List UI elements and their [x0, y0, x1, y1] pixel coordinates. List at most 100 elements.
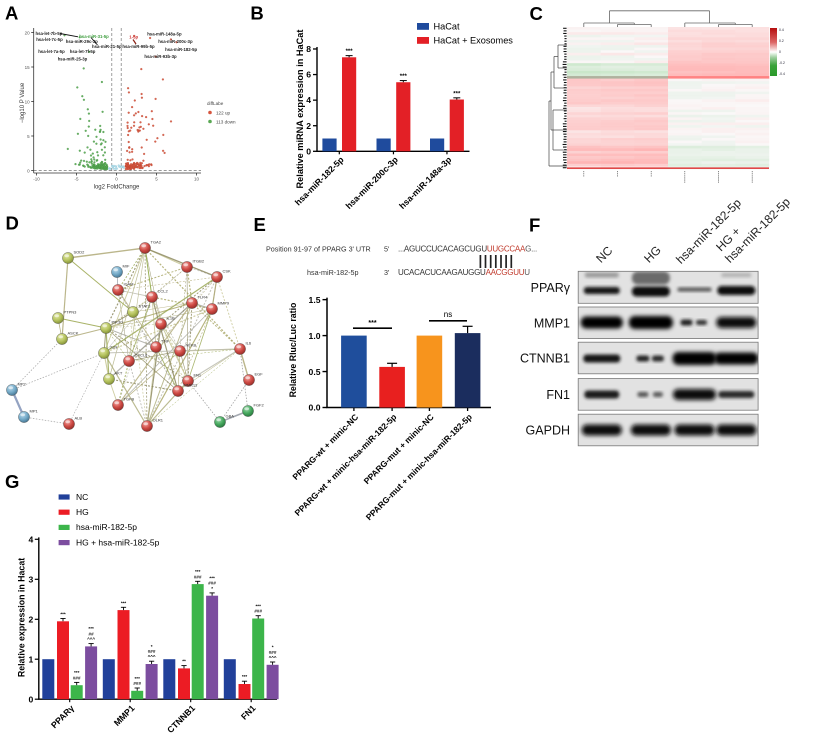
svg-text:-5: -5: [74, 177, 78, 182]
svg-text:***: ***: [368, 320, 376, 327]
svg-text:***: ***: [400, 74, 408, 80]
svg-text:NC: NC: [593, 243, 615, 265]
svg-text:2: 2: [306, 121, 311, 131]
svg-text:15: 15: [25, 65, 31, 70]
svg-text:UCACACUCAAGAUGGUAACGGUUU: UCACACUCAAGAUGGUAACGGUUU: [398, 268, 530, 277]
svg-text:0: 0: [779, 50, 781, 54]
svg-text:10: 10: [194, 177, 200, 182]
svg-text:hsa-miR-200c-3p: hsa-miR-200c-3p: [158, 39, 193, 44]
svg-text:HG + hsa-miR-182-5p: HG + hsa-miR-182-5p: [76, 537, 160, 547]
svg-text:hsa-let-7a-5p: hsa-let-7a-5p: [38, 49, 65, 54]
svg-text:G: G: [5, 471, 19, 492]
svg-text:1.5: 1.5: [309, 295, 321, 305]
svg-text:***: ***: [121, 600, 127, 605]
svg-text:TNF: TNF: [162, 339, 170, 344]
svg-text:0: 0: [27, 168, 30, 173]
svg-text:IL1B: IL1B: [167, 316, 176, 321]
svg-text:###: ###: [133, 681, 141, 686]
svg-text:1-5p: 1-5p: [129, 35, 138, 40]
svg-text:*: *: [211, 586, 213, 591]
svg-text:IL6: IL6: [246, 341, 252, 346]
svg-text:...AGUCCUCACAGCUGUUUGCCAAG...: ...AGUCCUCACAGCUGUUUGCCAAG...: [398, 245, 537, 254]
svg-text:HaCat: HaCat: [434, 21, 460, 31]
svg-text:PTPN3: PTPN3: [64, 310, 78, 315]
svg-text:TGFB: TGFB: [124, 397, 135, 402]
svg-text:###: ###: [194, 574, 202, 579]
svg-text:###: ###: [73, 675, 81, 680]
svg-text:-0.4: -0.4: [779, 72, 785, 76]
svg-text:***: ***: [209, 576, 215, 581]
svg-text:hsa-miR-148a-5p: hsa-miR-148a-5p: [147, 32, 182, 37]
svg-text:***: ***: [74, 670, 80, 675]
svg-text:5: 5: [155, 177, 158, 182]
svg-text:***: ***: [135, 676, 141, 681]
svg-text:-10: -10: [33, 177, 40, 182]
svg-text:hsa-let-7c-5p: hsa-let-7c-5p: [36, 37, 63, 42]
svg-text:HG: HG: [641, 243, 664, 266]
svg-text:##: ##: [89, 631, 95, 636]
svg-text:TLR4: TLR4: [198, 295, 209, 300]
svg-text:NC: NC: [76, 492, 88, 502]
svg-text:hsa-miR-182-5p: hsa-miR-182-5p: [165, 47, 197, 52]
svg-text:4: 4: [306, 95, 311, 105]
svg-text:Relative miRNA expression in H: Relative miRNA expression in HaCat: [295, 30, 305, 189]
svg-text:hsa-miR-99b-5p: hsa-miR-99b-5p: [122, 44, 155, 49]
svg-text:0: 0: [306, 146, 311, 156]
svg-text:hsa-miR-25-3p: hsa-miR-25-3p: [58, 57, 88, 62]
svg-text:−log10 P Value: −log10 P Value: [20, 82, 26, 123]
svg-text:1.0: 1.0: [309, 331, 321, 341]
svg-text:0.2: 0.2: [779, 39, 784, 43]
svg-text:GAPDH: GAPDH: [526, 424, 570, 438]
svg-text:8: 8: [306, 44, 311, 54]
svg-text:MMP13: MMP13: [184, 383, 199, 388]
svg-text:0.5: 0.5: [309, 367, 321, 377]
svg-text:PPARG-mut + minic-NC: PPARG-mut + minic-NC: [362, 412, 436, 486]
svg-text:1: 1: [29, 654, 34, 664]
svg-text:hsa-miR-31-5p: hsa-miR-31-5p: [79, 34, 109, 39]
svg-text:113 down: 113 down: [216, 120, 236, 125]
svg-text:E: E: [254, 214, 266, 235]
svg-text:5: 5: [27, 134, 30, 139]
svg-text:C: C: [530, 3, 543, 24]
svg-text:hsa-miR-29c-3p: hsa-miR-29c-3p: [66, 39, 98, 44]
svg-text:hsa-miR-182-5p: hsa-miR-182-5p: [307, 268, 359, 277]
svg-text:AKT: AKT: [115, 371, 123, 376]
svg-text:PPARγ: PPARγ: [531, 281, 571, 295]
svg-text:A: A: [5, 3, 18, 24]
svg-text:STAT3: STAT3: [139, 304, 152, 309]
svg-text:ICAM: ICAM: [124, 282, 134, 287]
svg-text:GBA: GBA: [226, 414, 235, 419]
svg-text:ASCK: ASCK: [68, 331, 79, 336]
svg-text:B: B: [250, 3, 263, 24]
svg-text:FGF2: FGF2: [254, 403, 265, 408]
svg-text:EGF: EGF: [255, 372, 264, 377]
svg-text:0.0: 0.0: [309, 403, 321, 413]
svg-text:0: 0: [29, 694, 34, 704]
svg-text:10: 10: [25, 99, 31, 104]
svg-text:PPARG-wt + minic-NC: PPARG-wt + minic-NC: [290, 412, 360, 482]
svg-text:ALB: ALB: [75, 416, 83, 421]
svg-text:HaCat + Exosomes: HaCat + Exosomes: [434, 35, 514, 45]
svg-text:^^^: ^^^: [87, 637, 95, 642]
svg-text:###: ###: [254, 609, 262, 614]
svg-text:0: 0: [115, 177, 118, 182]
svg-text:MP2: MP2: [18, 382, 27, 387]
svg-text:log2 FoldChange: log2 FoldChange: [94, 185, 140, 191]
svg-text:###: ###: [269, 650, 277, 655]
svg-text:hsa-miR-182-5p: hsa-miR-182-5p: [76, 522, 137, 532]
svg-text:Position 91-97 of PPARG 3' UTR: Position 91-97 of PPARG 3' UTR: [266, 245, 371, 254]
svg-text:FN1: FN1: [546, 388, 570, 402]
svg-text:***: ***: [88, 626, 94, 631]
svg-text:5': 5': [384, 245, 390, 254]
svg-text:*: *: [151, 644, 153, 649]
svg-text:0.4: 0.4: [779, 28, 784, 32]
svg-text:6: 6: [306, 70, 311, 80]
svg-text:ns: ns: [444, 310, 452, 319]
svg-text:MMP9: MMP9: [218, 301, 230, 306]
svg-text:CSK: CSK: [223, 269, 232, 274]
svg-text:**: **: [182, 659, 186, 664]
svg-text:PIK3G: PIK3G: [112, 320, 124, 325]
svg-text:4: 4: [29, 534, 34, 544]
svg-text:FN1: FN1: [239, 703, 258, 722]
svg-text:diffLabe: diffLabe: [207, 101, 224, 106]
